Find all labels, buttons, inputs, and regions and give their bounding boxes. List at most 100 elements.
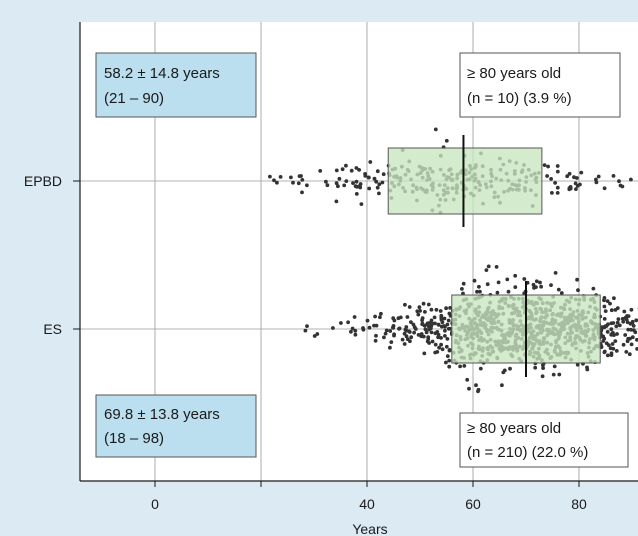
- point-es: [601, 334, 606, 339]
- point-es: [500, 383, 504, 388]
- point-es: [461, 291, 465, 296]
- point-epbd: [318, 169, 323, 173]
- point-epbd: [268, 174, 272, 179]
- point-epbd: [374, 179, 379, 184]
- point-epbd: [344, 179, 349, 184]
- point-es: [477, 284, 481, 289]
- point-es: [435, 330, 440, 334]
- point-es: [415, 309, 420, 314]
- epbd-over80-line2: (n = 10) (3.9 %): [467, 90, 572, 107]
- point-es: [634, 318, 638, 323]
- point-es: [602, 296, 607, 300]
- point-epbd: [334, 168, 339, 173]
- point-es: [424, 330, 429, 335]
- point-es: [494, 265, 499, 269]
- point-epbd: [553, 181, 557, 185]
- point-es: [445, 337, 450, 341]
- point-es: [486, 264, 491, 269]
- point-es: [478, 366, 483, 371]
- point-es: [420, 316, 425, 320]
- point-es: [383, 331, 388, 336]
- point-es: [551, 372, 556, 377]
- point-es: [522, 277, 527, 281]
- point-es: [602, 304, 607, 309]
- point-epbd: [359, 202, 364, 207]
- point-es: [350, 326, 355, 331]
- point-es: [379, 311, 383, 316]
- point-es: [412, 330, 416, 335]
- point-es: [426, 337, 431, 341]
- y-tick-label-es: ES: [43, 321, 62, 337]
- point-es: [444, 306, 448, 311]
- point-es: [626, 327, 631, 332]
- point-es: [339, 321, 343, 325]
- point-es: [461, 281, 466, 286]
- x-tick-label-60: 60: [465, 496, 481, 512]
- point-es: [430, 321, 435, 326]
- x-tick-label-40: 40: [359, 496, 375, 512]
- point-es: [416, 333, 421, 337]
- point-es: [575, 362, 580, 367]
- point-es: [444, 344, 449, 349]
- point-es: [611, 321, 616, 325]
- point-es: [374, 323, 379, 328]
- point-es: [629, 307, 634, 312]
- point-epbd: [596, 174, 601, 179]
- point-epbd: [629, 177, 633, 182]
- box-epbd: [387, 147, 543, 215]
- point-es: [388, 329, 393, 333]
- point-epbd: [594, 177, 598, 182]
- point-epbd: [344, 163, 348, 168]
- point-epbd: [555, 191, 560, 195]
- point-es: [422, 351, 427, 356]
- es-over80-line2: (n = 210) (22.0 %): [467, 444, 588, 461]
- point-es: [615, 306, 620, 310]
- point-epbd: [377, 191, 381, 196]
- point-epbd: [289, 175, 293, 180]
- point-epbd: [568, 185, 573, 189]
- point-es: [625, 339, 630, 344]
- point-es: [539, 284, 543, 289]
- point-epbd: [574, 187, 578, 192]
- point-es: [616, 317, 621, 321]
- point-es: [508, 366, 512, 371]
- point-epbd: [602, 186, 607, 191]
- point-epbd: [380, 180, 385, 185]
- point-es: [361, 326, 365, 330]
- point-epbd: [349, 168, 354, 173]
- point-es: [417, 305, 422, 310]
- point-es: [416, 312, 421, 317]
- point-epbd: [354, 166, 359, 170]
- point-es: [373, 338, 378, 343]
- point-epbd: [575, 176, 579, 180]
- point-es: [400, 337, 405, 342]
- point-epbd: [617, 179, 621, 184]
- point-es: [352, 315, 357, 319]
- point-es: [495, 290, 500, 295]
- point-es: [624, 350, 629, 354]
- point-epbd: [433, 127, 438, 132]
- point-es: [462, 364, 467, 368]
- point-es: [605, 330, 610, 334]
- point-es: [435, 350, 440, 354]
- point-epbd: [575, 184, 580, 188]
- point-es: [609, 351, 614, 356]
- point-es: [441, 324, 446, 328]
- es-stat-box: [95, 394, 257, 458]
- point-es: [460, 287, 464, 291]
- point-epbd: [300, 190, 304, 195]
- point-epbd: [579, 170, 584, 175]
- point-es: [442, 316, 447, 321]
- point-epbd: [368, 160, 373, 164]
- point-es: [440, 320, 445, 325]
- point-epbd: [594, 180, 599, 185]
- point-es: [409, 335, 414, 340]
- point-es: [427, 326, 432, 331]
- point-es: [404, 334, 409, 339]
- point-epbd: [336, 184, 340, 189]
- point-es: [438, 309, 443, 313]
- point-epbd: [573, 181, 578, 186]
- es-over80-box: [459, 412, 629, 468]
- point-es: [614, 324, 619, 329]
